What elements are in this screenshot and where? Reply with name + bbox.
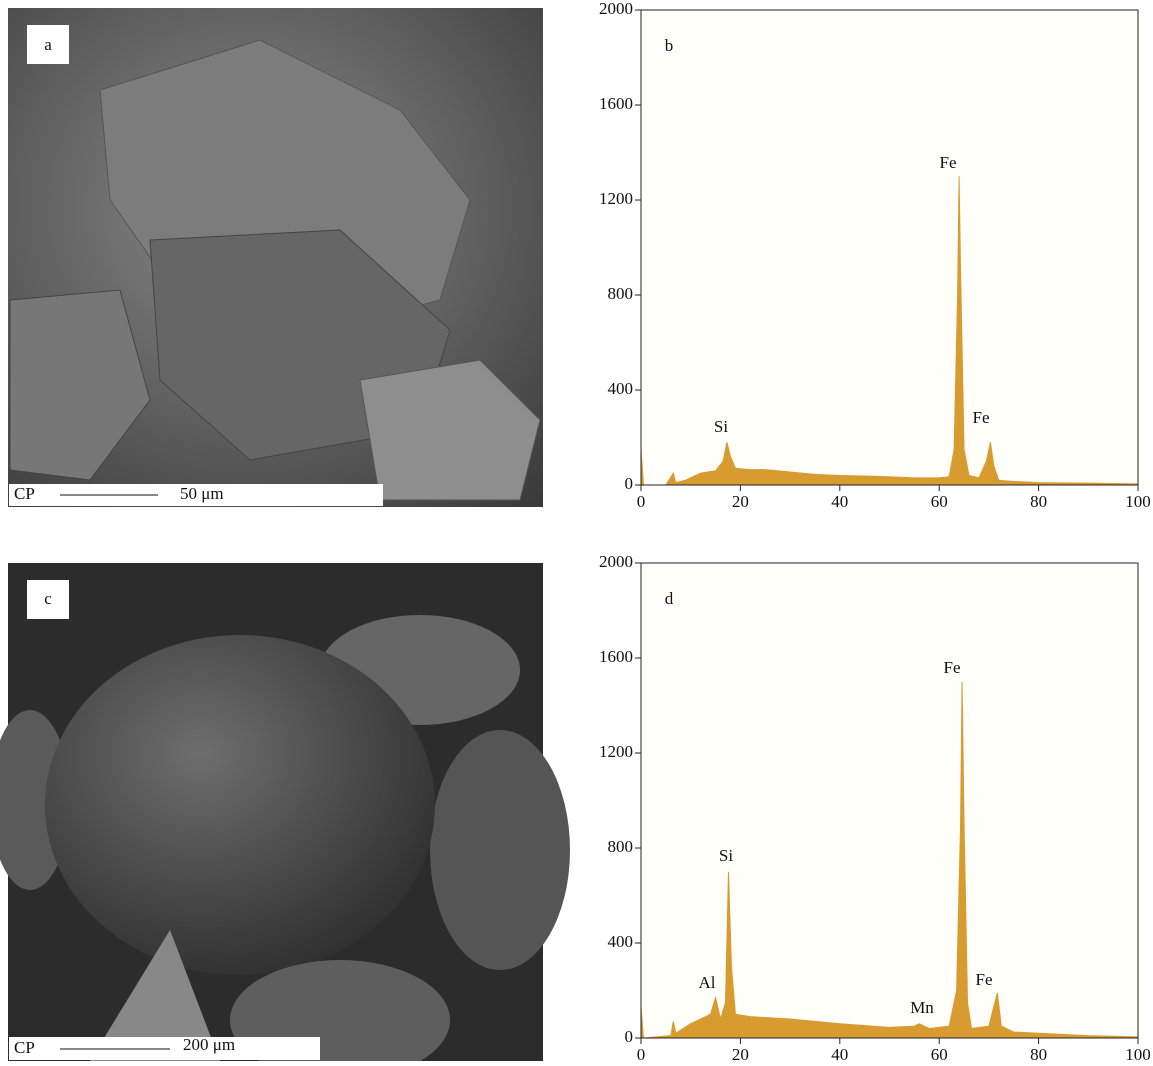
y-tick-label: 1200 bbox=[599, 189, 633, 208]
peak-label: Si bbox=[719, 846, 733, 865]
spectrum-chart: 0 400 800 1200 1600 2000 0 20 40 60 80 100 d Al Si Mn Fe… bbox=[599, 552, 1151, 1061]
y-tick-label: 1600 bbox=[599, 647, 633, 666]
x-tick-label: 0 bbox=[637, 492, 646, 511]
particle bbox=[45, 635, 435, 975]
y-tick-label: 0 bbox=[625, 1027, 634, 1046]
panel-label: a bbox=[44, 35, 52, 54]
y-tick-label: 800 bbox=[608, 284, 634, 303]
particle bbox=[430, 730, 570, 970]
peak-label: Fe bbox=[973, 408, 990, 427]
x-tick-label: 40 bbox=[831, 492, 848, 511]
sem-image-a: a CP 50 μm bbox=[8, 8, 543, 507]
x-tick-label: 0 bbox=[637, 1045, 646, 1061]
x-tick-label: 60 bbox=[931, 492, 948, 511]
x-tick-label: 20 bbox=[732, 1045, 749, 1061]
panel-label: d bbox=[665, 589, 674, 608]
peak-label: Mn bbox=[910, 998, 934, 1017]
plot-background bbox=[641, 563, 1138, 1038]
y-tick-label: 800 bbox=[608, 837, 634, 856]
panel-label: b bbox=[665, 36, 674, 55]
peak-label: Al bbox=[699, 973, 716, 992]
scale-prefix: CP bbox=[14, 1038, 35, 1057]
x-tick-label: 80 bbox=[1030, 492, 1047, 511]
y-tick-label: 400 bbox=[608, 932, 634, 951]
peak-label: Fe bbox=[944, 658, 961, 677]
panel-label: c bbox=[44, 589, 52, 608]
scale-text: 200 μm bbox=[183, 1035, 235, 1054]
page: a CP 50 μm c CP 200 μm 04008001200160020… bbox=[0, 0, 1153, 1061]
y-tick-label: 1200 bbox=[599, 742, 633, 761]
y-tick-label: 0 bbox=[625, 474, 634, 493]
peak-label: Fe bbox=[976, 970, 993, 989]
x-tick-label: 20 bbox=[732, 492, 749, 511]
plot-background bbox=[641, 10, 1138, 485]
y-tick-label: 1600 bbox=[599, 94, 633, 113]
y-tick-label: 2000 bbox=[599, 0, 633, 18]
peak-label: Fe bbox=[940, 153, 957, 172]
scale-text: 50 μm bbox=[180, 484, 224, 503]
sem-image-c: c CP 200 μm bbox=[0, 563, 570, 1061]
figure: a CP 50 μm c CP 200 μm 04008001200160020… bbox=[0, 0, 1153, 1061]
x-tick-label: 60 bbox=[931, 1045, 948, 1061]
peak-label: Si bbox=[714, 417, 728, 436]
x-tick-label: 80 bbox=[1030, 1045, 1047, 1061]
spectrum-chart: 0 400 800 1200 1600 2000 0 20 40 60 80 100 b Si Fe Fe bbox=[599, 0, 1151, 511]
x-tick-label: 100 bbox=[1125, 1045, 1151, 1061]
scale-prefix: CP bbox=[14, 484, 35, 503]
y-tick-label: 2000 bbox=[599, 552, 633, 571]
x-tick-label: 100 bbox=[1125, 492, 1151, 511]
x-tick-label: 40 bbox=[831, 1045, 848, 1061]
y-tick-label: 400 bbox=[608, 379, 634, 398]
